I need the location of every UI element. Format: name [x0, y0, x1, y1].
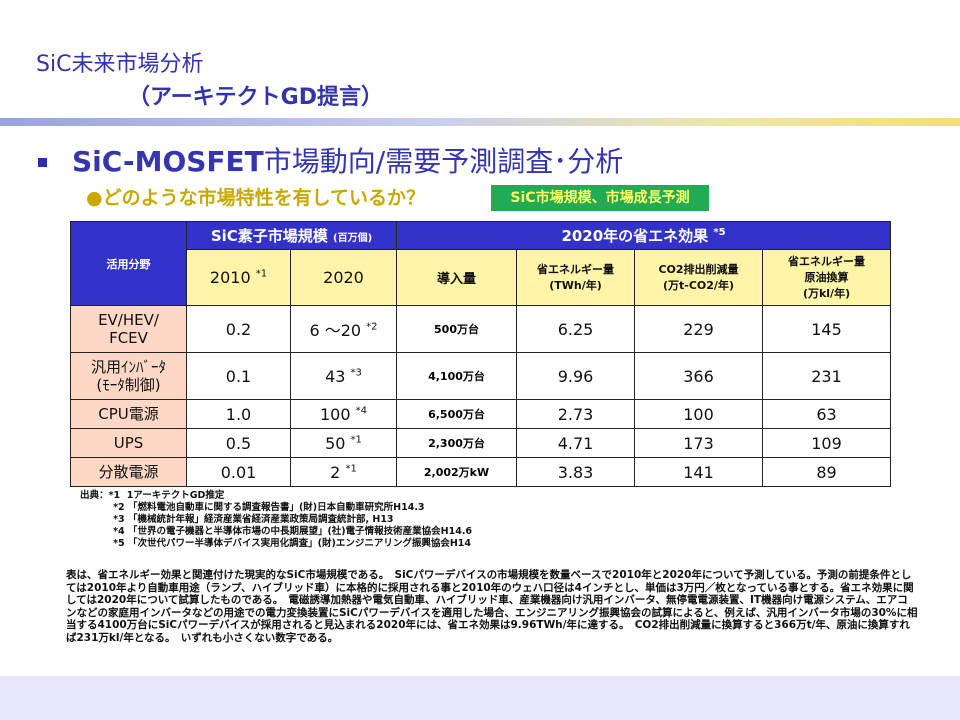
source-note: *2 「燃料電池自動車に関する調査報告書」(財)日本自動車研究所H14.3 — [80, 502, 425, 513]
row-label: EV/HEV/FCEV — [70, 305, 187, 353]
cell-2020: 100 *4 — [290, 399, 397, 429]
row-label-line-1: EV/HEV/ — [98, 311, 159, 329]
cell-2020-value: 6 ～20 — [309, 321, 362, 340]
source-note: *5 「次世代パワー半導体デバイス実用化調査」(財)エンジニアリング振興協会H1… — [80, 538, 472, 549]
cell-2020: 6 ～20 *2 — [290, 305, 397, 353]
header-2010-label: 2010 — [209, 268, 251, 287]
header-sic-market: SiC素子市場規模 (百万個) — [186, 221, 397, 250]
cell-2020-value: 43 — [325, 366, 346, 386]
cell-oil: 63 — [761, 399, 892, 429]
header-2010: 2010 *1 — [186, 249, 291, 306]
cell-intro: 6,500万台 — [396, 399, 517, 429]
sub-question: ●どのような市場特性を有しているか？ — [86, 187, 426, 209]
cell-twh: 2.73 — [516, 399, 635, 429]
row-label-line-1: 汎用ｲﾝﾊﾞｰﾀ — [90, 358, 166, 376]
cell-2020-note: *3 — [350, 367, 362, 379]
market-table-wrapper: 活用分野 SiC素子市場規模 (百万個) 2020年の省エネ効果 *5 2010… — [70, 221, 892, 487]
cell-intro: 500万台 — [396, 305, 517, 353]
cell-2010: 0.5 — [186, 428, 291, 458]
table-row: UPS 0.5 50 *1 2,300万台 4.71 173 109 — [70, 428, 892, 458]
row-label: CPU電源 — [70, 399, 187, 429]
cell-2020-note: *2 — [366, 321, 378, 333]
cell-2020-note: *1 — [345, 463, 357, 475]
cell-2020-note: *1 — [350, 434, 362, 446]
source-note: *4 「世界の電子機器と半導体市場の中長期展望」(社)電子情報技術産業協会H14… — [80, 526, 473, 537]
row-label-line-2: FCEV — [109, 329, 148, 347]
square-bullet-icon — [38, 158, 47, 167]
cell-co2: 100 — [634, 399, 763, 429]
source-notes: 出典：*1 1アーキテクトGD推定 *2 「燃料電池自動車に関する調査報告書」(… — [80, 490, 472, 550]
cell-twh: 3.83 — [516, 457, 635, 487]
header-2010-note: *1 — [255, 268, 268, 280]
header-energy-effect-label: 2020年の省エネ効果 — [561, 227, 709, 245]
title-line-1: SiC未来市場分析 — [36, 52, 204, 77]
cell-2020-value: 2 — [330, 462, 341, 482]
cell-2010: 1.0 — [186, 399, 291, 429]
header-intro: 導入量 — [396, 249, 517, 306]
heading-strong: SiC-MOSFET — [72, 145, 264, 178]
heading-rest: 市場動向/需要予測調査･分析 — [263, 145, 624, 178]
header-co2-label: CO2排出削減量 — [658, 262, 739, 276]
cell-co2: 229 — [634, 305, 763, 353]
header-oil-label-2: 原油換算 — [804, 270, 849, 284]
cell-intro: 2,300万台 — [396, 428, 517, 458]
table-row: 分散電源 0.01 2 *1 2,002万kW 3.83 141 89 — [70, 457, 892, 487]
cell-oil: 109 — [761, 428, 892, 458]
source-note: 出典：*1 1アーキテクトGD推定 — [80, 490, 225, 501]
gradient-bar — [0, 118, 960, 126]
row-label: UPS — [70, 428, 187, 458]
footer-band — [0, 676, 960, 720]
cell-intro: 4,100万台 — [396, 352, 517, 400]
body-paragraph: 表は、省エネルギー効果と関連付けた現実的なSiC市場規模である。 SiCパワーデ… — [66, 569, 918, 644]
header-sic-market-label: SiC素子市場規模 — [210, 227, 328, 245]
header-field: 活用分野 — [70, 221, 187, 306]
cell-2020-note: *4 — [355, 405, 367, 417]
cell-twh: 6.25 — [516, 305, 635, 353]
header-oil-unit: (万kl/年) — [802, 286, 851, 300]
header-co2: CO2排出削減量 (万t-CO2/年) — [634, 249, 763, 306]
cell-oil: 89 — [761, 457, 892, 487]
cell-2020: 50 *1 — [290, 428, 397, 458]
cell-co2: 141 — [634, 457, 763, 487]
cell-oil: 231 — [761, 352, 892, 400]
market-table: 活用分野 SiC素子市場規模 (百万個) 2020年の省エネ効果 *5 2010… — [70, 221, 892, 487]
title-line-2: （アーキテクトGD提言） — [128, 85, 384, 110]
source-note: *3 「機械統計年報」経済産業省経済産業政策局調査統計部, H13 — [80, 514, 394, 525]
cell-oil: 145 — [761, 305, 892, 353]
table-row: CPU電源 1.0 100 *4 6,500万台 2.73 100 63 — [70, 399, 892, 429]
header-sic-market-unit: (百万個) — [333, 233, 373, 244]
header-oil: 省エネルギー量 原油換算 (万kl/年) — [761, 249, 892, 306]
header-energy-effect: 2020年の省エネ効果 *5 — [395, 221, 892, 250]
row-label: 汎用ｲﾝﾊﾞｰﾀ (ﾓｰﾀ制御) — [70, 352, 187, 400]
cell-2010: 0.01 — [186, 457, 291, 487]
header-2020: 2020 — [290, 249, 397, 306]
row-label: 分散電源 — [70, 457, 187, 487]
header-energy-unit: (TWh/年) — [549, 278, 602, 292]
section-heading: SiC-MOSFET市場動向/需要予測調査･分析 — [72, 140, 623, 180]
cell-twh: 4.71 — [516, 428, 635, 458]
header-energy-label: 省エネルギー量 — [537, 262, 614, 276]
header-energy-effect-note: *5 — [713, 227, 726, 238]
header-energy: 省エネルギー量 (TWh/年) — [516, 249, 635, 306]
slide-title: SiC未来市場分析 （アーキテクトGD提言） — [36, 48, 383, 114]
cell-2020: 43 *3 — [290, 352, 397, 400]
cell-intro: 2,002万kW — [396, 457, 517, 487]
cell-2020: 2 *1 — [290, 457, 397, 487]
header-oil-label: 省エネルギー量 — [788, 254, 866, 268]
cell-twh: 9.96 — [516, 352, 635, 400]
market-tag: SiC市場規模、市場成長予測 — [491, 185, 709, 211]
row-label-line-2: (ﾓｰﾀ制御) — [96, 376, 161, 394]
table-row: 汎用ｲﾝﾊﾞｰﾀ (ﾓｰﾀ制御) 0.1 43 *3 4,100万台 9.96 3… — [70, 352, 892, 400]
cell-2010: 0.1 — [186, 352, 291, 400]
header-co2-unit: (万t-CO2/年) — [663, 278, 734, 292]
cell-2010: 0.2 — [186, 305, 291, 353]
cell-2020-value: 50 — [325, 433, 346, 453]
table-row: EV/HEV/FCEV 0.2 6 ～20 *2 500万台 6.25 229 … — [70, 305, 892, 353]
cell-co2: 366 — [634, 352, 763, 400]
cell-2020-value: 100 — [319, 404, 351, 424]
cell-co2: 173 — [634, 428, 763, 458]
